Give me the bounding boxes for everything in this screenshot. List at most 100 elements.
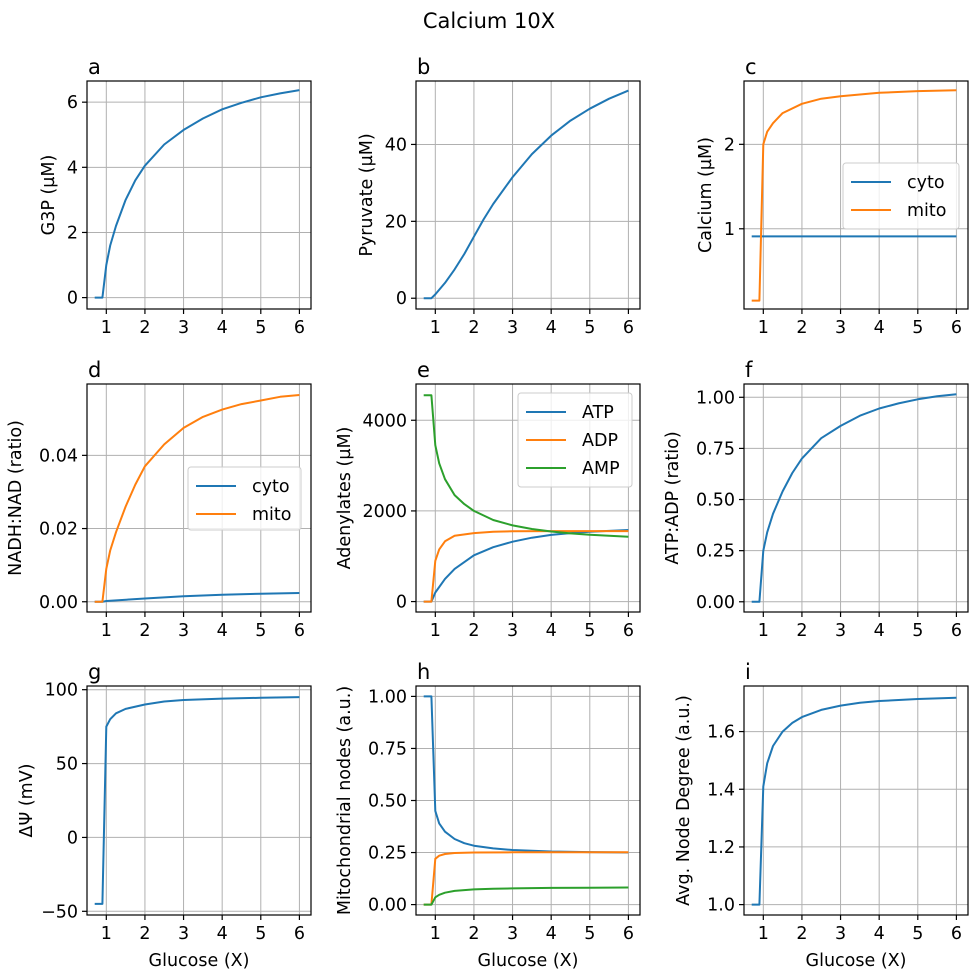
y-tick-label: 0.75 <box>696 439 735 459</box>
x-tick-label: 5 <box>255 318 266 338</box>
x-tick-label: 6 <box>951 621 962 641</box>
x-tick-label: 6 <box>294 318 305 338</box>
x-tick-label: 5 <box>584 924 595 944</box>
x-tick-label: 3 <box>178 318 189 338</box>
y-tick-label: 1.00 <box>368 687 407 707</box>
x-tick-label: 6 <box>294 924 305 944</box>
legend-label: AMP <box>582 459 620 479</box>
y-tick-label: 1.00 <box>696 388 735 408</box>
series-line-avg-node-degree <box>751 696 957 906</box>
axes-frame <box>743 383 969 613</box>
series-line-mito <box>94 394 300 603</box>
x-tick-label: 2 <box>468 318 479 338</box>
series-line-pyruvate <box>423 89 629 300</box>
x-tick-label: 6 <box>623 318 634 338</box>
x-tick-label: 3 <box>507 318 518 338</box>
x-tick-label: 5 <box>912 924 923 944</box>
y-tick-label: 1.6 <box>707 723 735 743</box>
panel-label: b <box>417 55 430 79</box>
panel-label: c <box>745 55 757 79</box>
y-tick-label: 4 <box>67 158 78 178</box>
series-line-atp <box>423 529 629 603</box>
x-tick-label: 4 <box>874 318 885 338</box>
panel-c: 1 2 3 4 5 6 1 2 c Calcium (µM) cyto mito <box>696 55 969 338</box>
y-tick-label: 0.04 <box>39 446 78 466</box>
series-line-amp <box>423 394 629 538</box>
x-tick-label: 2 <box>468 924 479 944</box>
legend: cyto mito <box>187 466 302 531</box>
x-tick-label: 2 <box>139 621 150 641</box>
x-tick-label: 4 <box>217 924 228 944</box>
legend: ATP ADP AMP <box>517 392 633 488</box>
panel-label: d <box>88 358 101 382</box>
y-tick-label: 0.25 <box>696 542 735 562</box>
x-tick-label: 1 <box>758 621 769 641</box>
series-line-atp-adp <box>751 393 957 603</box>
x-tick-label: 3 <box>178 924 189 944</box>
x-tick-label: 2 <box>139 318 150 338</box>
x-tick-label: 1 <box>430 621 441 641</box>
y-axis-label: ΔΨ (mV) <box>17 764 37 838</box>
panel-i: 1 2 3 4 5 6 1.0 1.2 1.4 1.6 i Avg. Node Degree (a.u… <box>674 660 969 971</box>
y-axis-label: ATP:ADP (ratio) <box>663 431 683 564</box>
x-tick-label: 1 <box>430 924 441 944</box>
x-tick-label: 4 <box>874 621 885 641</box>
series-line-adp <box>423 530 629 603</box>
legend-frame <box>517 392 633 488</box>
y-tick-label: 1.0 <box>707 896 735 916</box>
y-tick-label: 50 <box>56 755 78 775</box>
x-tick-label: 1 <box>758 924 769 944</box>
axes-frame <box>86 383 312 613</box>
x-tick-label: 2 <box>139 924 150 944</box>
y-axis-label: G3P (µM) <box>39 155 59 236</box>
panel-f: 1 2 3 4 5 6 0.00 0.25 0.50 0.75 1.00 f ATP:ADP (rati… <box>663 358 969 641</box>
x-tick-label: 6 <box>623 621 634 641</box>
x-tick-label: 3 <box>835 318 846 338</box>
panel-label: h <box>417 660 430 684</box>
x-axis-label: Glucose (X) <box>806 951 907 971</box>
y-tick-label: 1.2 <box>707 838 735 858</box>
x-tick-label: 1 <box>101 621 112 641</box>
legend-label: mito <box>252 505 291 525</box>
axes-frame <box>86 685 312 916</box>
y-tick-label: 0 <box>67 289 78 309</box>
x-tick-label: 4 <box>546 621 557 641</box>
legend-frame <box>842 162 960 230</box>
x-tick-label: 2 <box>468 621 479 641</box>
y-tick-label: 1 <box>724 220 735 240</box>
x-tick-label: 3 <box>835 621 846 641</box>
x-axis-label: Glucose (X) <box>149 951 250 971</box>
panel-h: 1 2 3 4 5 6 0.00 0.25 0.50 0.75 1.00 h Mitochondrial… <box>335 660 641 971</box>
y-tick-label: 2000 <box>362 502 407 522</box>
y-tick-label: 0.00 <box>39 593 78 613</box>
series-line-- <box>94 696 300 905</box>
y-tick-label: 1.4 <box>707 780 735 800</box>
y-tick-label: 0 <box>396 289 407 309</box>
axes-frame <box>415 383 641 613</box>
panel-b: 1 2 3 4 5 6 0 20 40 b Pyruvate (µM) <box>357 55 641 338</box>
series-line-cyto <box>94 592 300 603</box>
x-tick-label: 5 <box>912 621 923 641</box>
y-tick-label: 0.25 <box>368 844 407 864</box>
x-tick-label: 4 <box>546 318 557 338</box>
x-tick-label: 3 <box>507 621 518 641</box>
x-tick-label: 6 <box>951 924 962 944</box>
y-axis-label: Avg. Node Degree (a.u.) <box>674 695 694 906</box>
legend-label: cyto <box>907 173 945 193</box>
y-tick-label: 40 <box>385 135 407 155</box>
legend-label: ADP <box>582 431 618 451</box>
series-line-series-1 <box>423 695 629 854</box>
y-tick-label: −50 <box>41 902 78 922</box>
series-line-g3p <box>94 89 300 299</box>
x-tick-label: 3 <box>178 621 189 641</box>
x-tick-label: 1 <box>758 318 769 338</box>
y-tick-label: 0 <box>67 828 78 848</box>
y-axis-label: Calcium (µM) <box>696 137 716 253</box>
x-tick-label: 5 <box>584 318 595 338</box>
x-tick-label: 1 <box>101 924 112 944</box>
y-tick-label: 0 <box>396 593 407 613</box>
legend-label: ATP <box>582 403 614 423</box>
x-tick-label: 6 <box>951 318 962 338</box>
y-tick-label: 0.50 <box>368 792 407 812</box>
